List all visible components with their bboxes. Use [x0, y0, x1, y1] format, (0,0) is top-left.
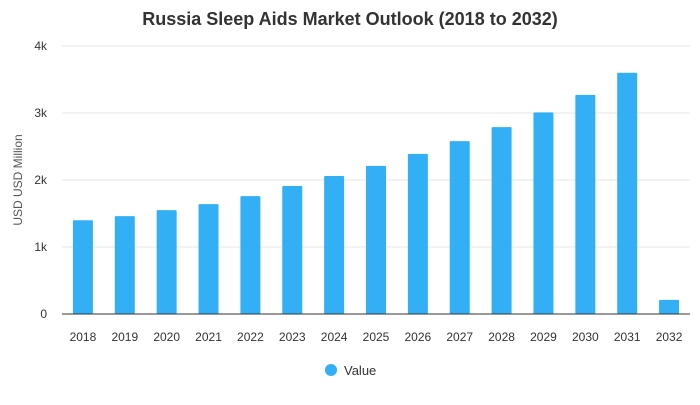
y-tick-label: 2k — [34, 173, 48, 187]
bar-2024[interactable] — [324, 175, 345, 314]
legend-label[interactable]: Value — [344, 363, 376, 378]
x-tick-label: 2021 — [195, 330, 222, 344]
x-tick-label: 2022 — [237, 330, 264, 344]
bar-2019[interactable] — [114, 216, 135, 314]
x-tick-label: 2023 — [279, 330, 306, 344]
bar-2029[interactable] — [533, 112, 554, 314]
x-tick-label: 2020 — [153, 330, 180, 344]
x-tick-label: 2019 — [111, 330, 138, 344]
bar-2027[interactable] — [449, 141, 470, 314]
legend[interactable]: Value — [325, 363, 376, 378]
y-tick-label: 0 — [40, 307, 47, 321]
chart-title: Russia Sleep Aids Market Outlook (2018 t… — [142, 9, 557, 29]
bar-2031[interactable] — [617, 72, 638, 314]
bar-2025[interactable] — [366, 165, 386, 314]
bar-2022[interactable] — [240, 196, 261, 314]
y-axis-label: USD USD Million — [11, 134, 25, 225]
x-tick-label: 2029 — [530, 330, 557, 344]
y-tick-label: 3k — [34, 106, 48, 120]
bar-2018[interactable] — [72, 220, 93, 314]
legend-marker[interactable] — [325, 364, 337, 376]
x-tick-label: 2028 — [488, 330, 515, 344]
x-tick-label: 2027 — [446, 330, 473, 344]
bar-2032[interactable] — [659, 299, 680, 314]
x-axis-ticks: 2018 2019 2020 2021 2022 2023 2024 2025 2026 2027… — [70, 330, 683, 344]
x-tick-label: 2030 — [572, 330, 599, 344]
x-tick-label: 2018 — [70, 330, 97, 344]
bar-2020[interactable] — [156, 210, 177, 314]
x-tick-label: 2025 — [363, 330, 390, 344]
y-axis-ticks: 0 1k 2k 3k 4k — [34, 39, 48, 321]
bar-2021[interactable] — [198, 204, 219, 314]
x-tick-label: 2032 — [656, 330, 683, 344]
x-tick-label: 2026 — [405, 330, 432, 344]
y-tick-label: 4k — [34, 39, 48, 53]
bar-2030[interactable] — [575, 94, 596, 314]
x-tick-label: 2031 — [614, 330, 641, 344]
bar-2023[interactable] — [282, 186, 303, 314]
bars — [72, 72, 680, 314]
bar-2026[interactable] — [407, 153, 428, 314]
bar-2028[interactable] — [491, 127, 512, 314]
x-tick-label: 2024 — [321, 330, 348, 344]
y-tick-label: 1k — [34, 240, 48, 254]
